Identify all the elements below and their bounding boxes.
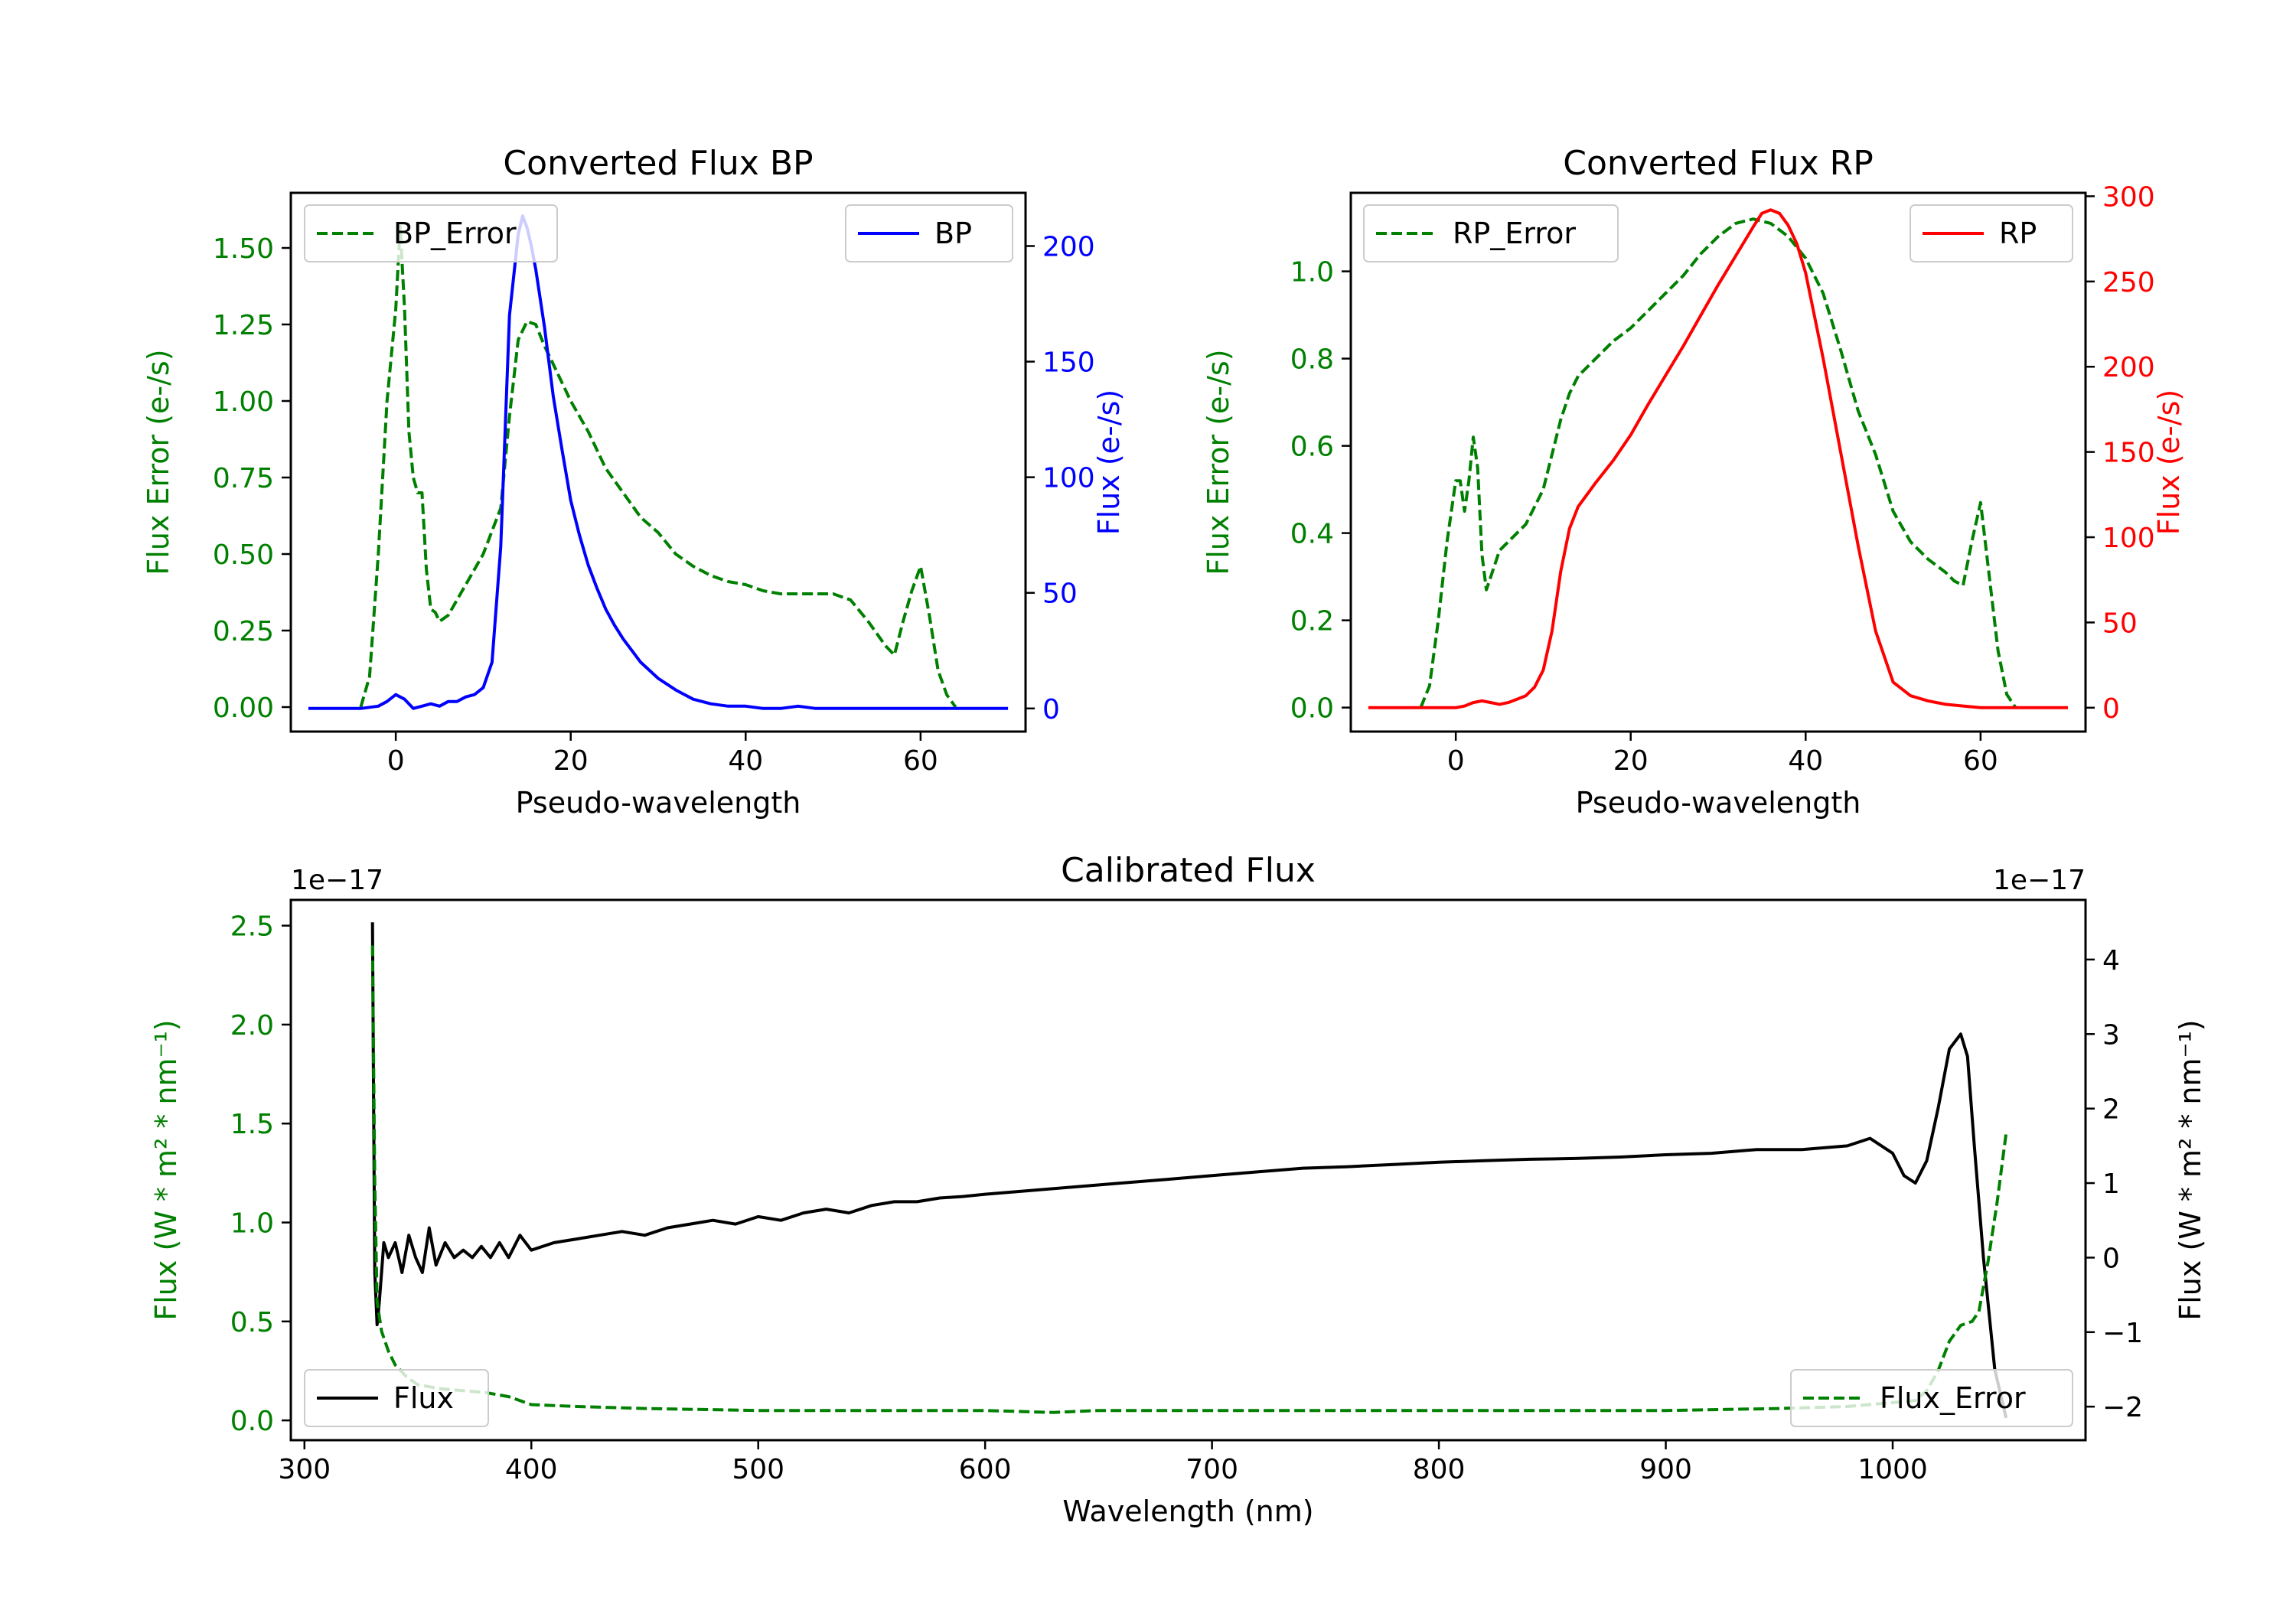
calibrated-offset-left: 1e−17 [291, 865, 383, 896]
calibrated-title: Calibrated Flux [1061, 851, 1316, 890]
calibrated-xtick-label: 500 [732, 1454, 784, 1485]
calibrated-xtick-label: 1000 [1857, 1454, 1928, 1485]
calibrated-ytick-right-label: 0 [2102, 1243, 2120, 1274]
rp-ytick-left-label: 0.4 [1290, 519, 1334, 550]
bp-ytick-left-label: 0.00 [213, 693, 274, 724]
rp-ytick-right-label: 150 [2102, 438, 2155, 469]
bp-ytick-left-label: 1.25 [213, 310, 274, 341]
bp-xtick-label: 0 [387, 745, 405, 777]
rp-ytick-left-label: 0.0 [1290, 693, 1334, 725]
calibrated-ytick-right-label: 2 [2102, 1094, 2120, 1126]
bp-ytick-right-label: 150 [1042, 347, 1095, 379]
calibrated-xtick-label: 600 [959, 1454, 1012, 1485]
calibrated-xtick-label: 900 [1639, 1454, 1692, 1485]
rp-ytick-left-label: 0.2 [1290, 606, 1334, 637]
calibrated-series-flux [370, 922, 2008, 1419]
bp-xtick-label: 20 [553, 745, 589, 777]
bp-legend-box-r [845, 204, 1013, 262]
calibrated-ytick-right-label: 4 [2102, 945, 2120, 976]
bp-ytick-left-label: 0.25 [213, 616, 274, 647]
calibrated-ytick-left-label: 1.0 [230, 1208, 274, 1240]
calibrated-legend-label-l: Flux [393, 1381, 454, 1415]
bp-legend-label-r: BP [934, 217, 972, 250]
rp-axes-frame [1349, 191, 2087, 733]
bp-ytick-left-label: 0.75 [213, 463, 274, 494]
bp-series-bp-error [359, 225, 957, 709]
bp-ytick-right-label: 100 [1042, 463, 1095, 494]
bp-ytick-left-label: 1.50 [213, 233, 274, 265]
rp-legend-label-l: RP_Error [1453, 217, 1576, 250]
rp-ylabel-right: Flux (e-/s) [2152, 390, 2186, 535]
bp-ytick-right-label: 0 [1042, 694, 1060, 725]
rp-ytick-right-label: 300 [2102, 181, 2155, 213]
bp-ylabel-left: Flux Error (e-/s) [142, 349, 175, 575]
calibrated-ytick-right-label: 1 [2102, 1169, 2120, 1200]
calibrated-xtick-label: 700 [1186, 1454, 1238, 1485]
bp-xtick-label: 40 [728, 745, 763, 777]
rp-xtick-label: 20 [1613, 745, 1649, 777]
calibrated-legend-label-r: Flux_Error [1880, 1381, 2026, 1415]
bp-ytick-left-label: 0.50 [213, 539, 274, 571]
calibrated-ytick-left-label: 0.5 [230, 1307, 274, 1338]
bp-xlabel: Pseudo-wavelength [516, 786, 801, 820]
calibrated-ylabel-right: Flux (W * m² * nm⁻¹) [2174, 1019, 2207, 1320]
rp-xlabel: Pseudo-wavelength [1576, 786, 1861, 820]
rp-ylabel-left: Flux Error (e-/s) [1202, 349, 1235, 575]
rp-ytick-right-label: 200 [2102, 352, 2155, 383]
calibrated-xtick-label: 400 [505, 1454, 558, 1485]
rp-series-rp [1368, 208, 2069, 709]
rp-ytick-right-label: 50 [2102, 608, 2138, 639]
calibrated-xtick-label: 300 [278, 1454, 331, 1485]
rp-xtick-label: 60 [1963, 745, 1998, 777]
calibrated-ytick-left-label: 2.0 [230, 1010, 274, 1041]
bp-xtick-label: 60 [903, 745, 938, 777]
bp-ylabel-right: Flux (e-/s) [1092, 390, 1126, 535]
rp-title: Converted Flux RP [1563, 144, 1874, 183]
rp-ytick-left-label: 0.8 [1290, 344, 1334, 376]
bp-ytick-left-label: 1.00 [213, 386, 274, 418]
rp-series-rp-error [1419, 217, 2017, 709]
calibrated-axes-frame [289, 898, 2087, 1442]
rp-legend-box-l [1363, 204, 1619, 262]
calibrated-xlabel: Wavelength (nm) [1062, 1495, 1313, 1528]
calibrated-legend-box-l [304, 1369, 489, 1427]
bp-legend-label-l: BP_Error [393, 217, 517, 250]
bp-legend-box-l [304, 204, 558, 262]
bp-title: Converted Flux BP [503, 144, 813, 183]
calibrated-ytick-right-label: 3 [2102, 1019, 2120, 1051]
calibrated-legend-box-r [1790, 1369, 2073, 1427]
rp-ytick-right-label: 0 [2102, 693, 2120, 725]
rp-legend-label-r: RP [1999, 217, 2037, 250]
calibrated-offset-right: 1e−17 [1993, 865, 2086, 896]
bp-axes-frame [289, 191, 1027, 733]
bp-series-bp [308, 214, 1009, 710]
calibrated-ytick-right-label: −2 [2102, 1392, 2143, 1423]
rp-ytick-left-label: 1.0 [1290, 257, 1334, 288]
rp-xtick-label: 40 [1788, 745, 1823, 777]
calibrated-ytick-left-label: 1.5 [230, 1109, 274, 1140]
calibrated-ytick-right-label: −1 [2102, 1318, 2143, 1349]
calibrated-ylabel-left: Flux (W * m² * nm⁻¹) [149, 1019, 183, 1320]
rp-ytick-right-label: 250 [2102, 267, 2155, 298]
calibrated-ytick-left-label: 2.5 [230, 911, 274, 943]
calibrated-ytick-left-label: 0.0 [230, 1406, 274, 1437]
rp-ytick-right-label: 100 [2102, 523, 2155, 554]
bp-ytick-right-label: 200 [1042, 231, 1095, 262]
rp-ytick-left-label: 0.6 [1290, 432, 1334, 463]
rp-xtick-label: 0 [1447, 745, 1465, 777]
bp-ytick-right-label: 50 [1042, 579, 1078, 610]
rp-legend-box-r [1910, 204, 2073, 262]
calibrated-xtick-label: 800 [1413, 1454, 1466, 1485]
